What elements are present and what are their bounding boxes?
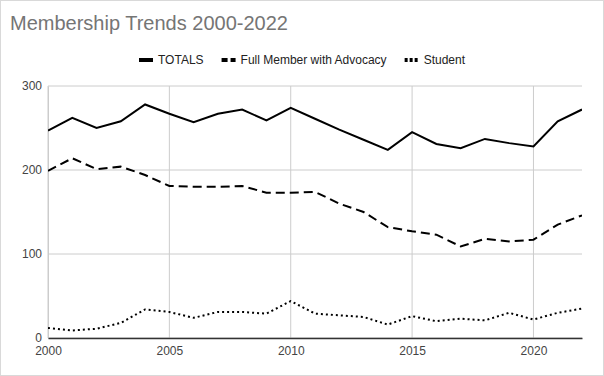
series-line — [48, 104, 582, 149]
x-axis-line — [49, 338, 583, 340]
legend-swatch — [139, 58, 153, 62]
y-axis: 0100200300 — [22, 79, 49, 345]
x-tick: 2000 — [35, 338, 62, 358]
chart: Membership Trends 2000-20220100200300200… — [0, 0, 604, 376]
legend-swatch — [405, 58, 419, 62]
y-grid-line — [48, 254, 582, 255]
x-grid-line — [48, 86, 49, 338]
x-grid-line — [169, 86, 170, 338]
legend-item: TOTALS — [139, 53, 204, 67]
grid — [48, 86, 582, 338]
x-tick-label: 2005 — [157, 344, 184, 358]
lines — [48, 104, 582, 330]
chart-title: Membership Trends 2000-2022 — [10, 12, 288, 34]
x-grid-line — [412, 86, 413, 338]
y-tick: 200 — [22, 163, 48, 177]
plot: 010020030020002005201020152020 — [22, 79, 583, 357]
y-grid-line — [48, 338, 582, 339]
y-tick: 300 — [22, 79, 48, 93]
y-tick: 100 — [22, 247, 48, 261]
x-tick-label: 2010 — [278, 344, 305, 358]
x-tick-label: 2000 — [35, 344, 62, 358]
x-tick-label: 2020 — [521, 344, 548, 358]
x-tick: 2010 — [278, 338, 305, 358]
chart-border — [1, 1, 604, 376]
y-grid-line — [48, 86, 582, 87]
series-line — [48, 301, 582, 330]
y-tick-label: 300 — [22, 79, 42, 93]
y-axis-line — [48, 87, 49, 339]
series-line — [48, 158, 582, 246]
legend-label: Student — [424, 53, 466, 67]
legend-label: TOTALS — [158, 53, 204, 67]
y-tick-label: 200 — [22, 163, 42, 177]
legend-item: Full Member with Advocacy — [222, 53, 387, 67]
legend-swatch — [222, 58, 236, 62]
x-grid-line — [533, 86, 534, 338]
x-tick: 2020 — [521, 338, 548, 358]
y-tick-label: 100 — [22, 247, 42, 261]
legend-label: Full Member with Advocacy — [241, 53, 387, 67]
legend: TOTALS Full Member with Advocacy Student — [139, 53, 466, 67]
x-axis: 2000 2005 2010 2015 2020 — [35, 338, 582, 358]
x-tick-label: 2015 — [399, 344, 426, 358]
legend-item: Student — [405, 53, 466, 67]
x-tick: 2015 — [399, 338, 426, 358]
x-tick: 2005 — [157, 338, 184, 358]
